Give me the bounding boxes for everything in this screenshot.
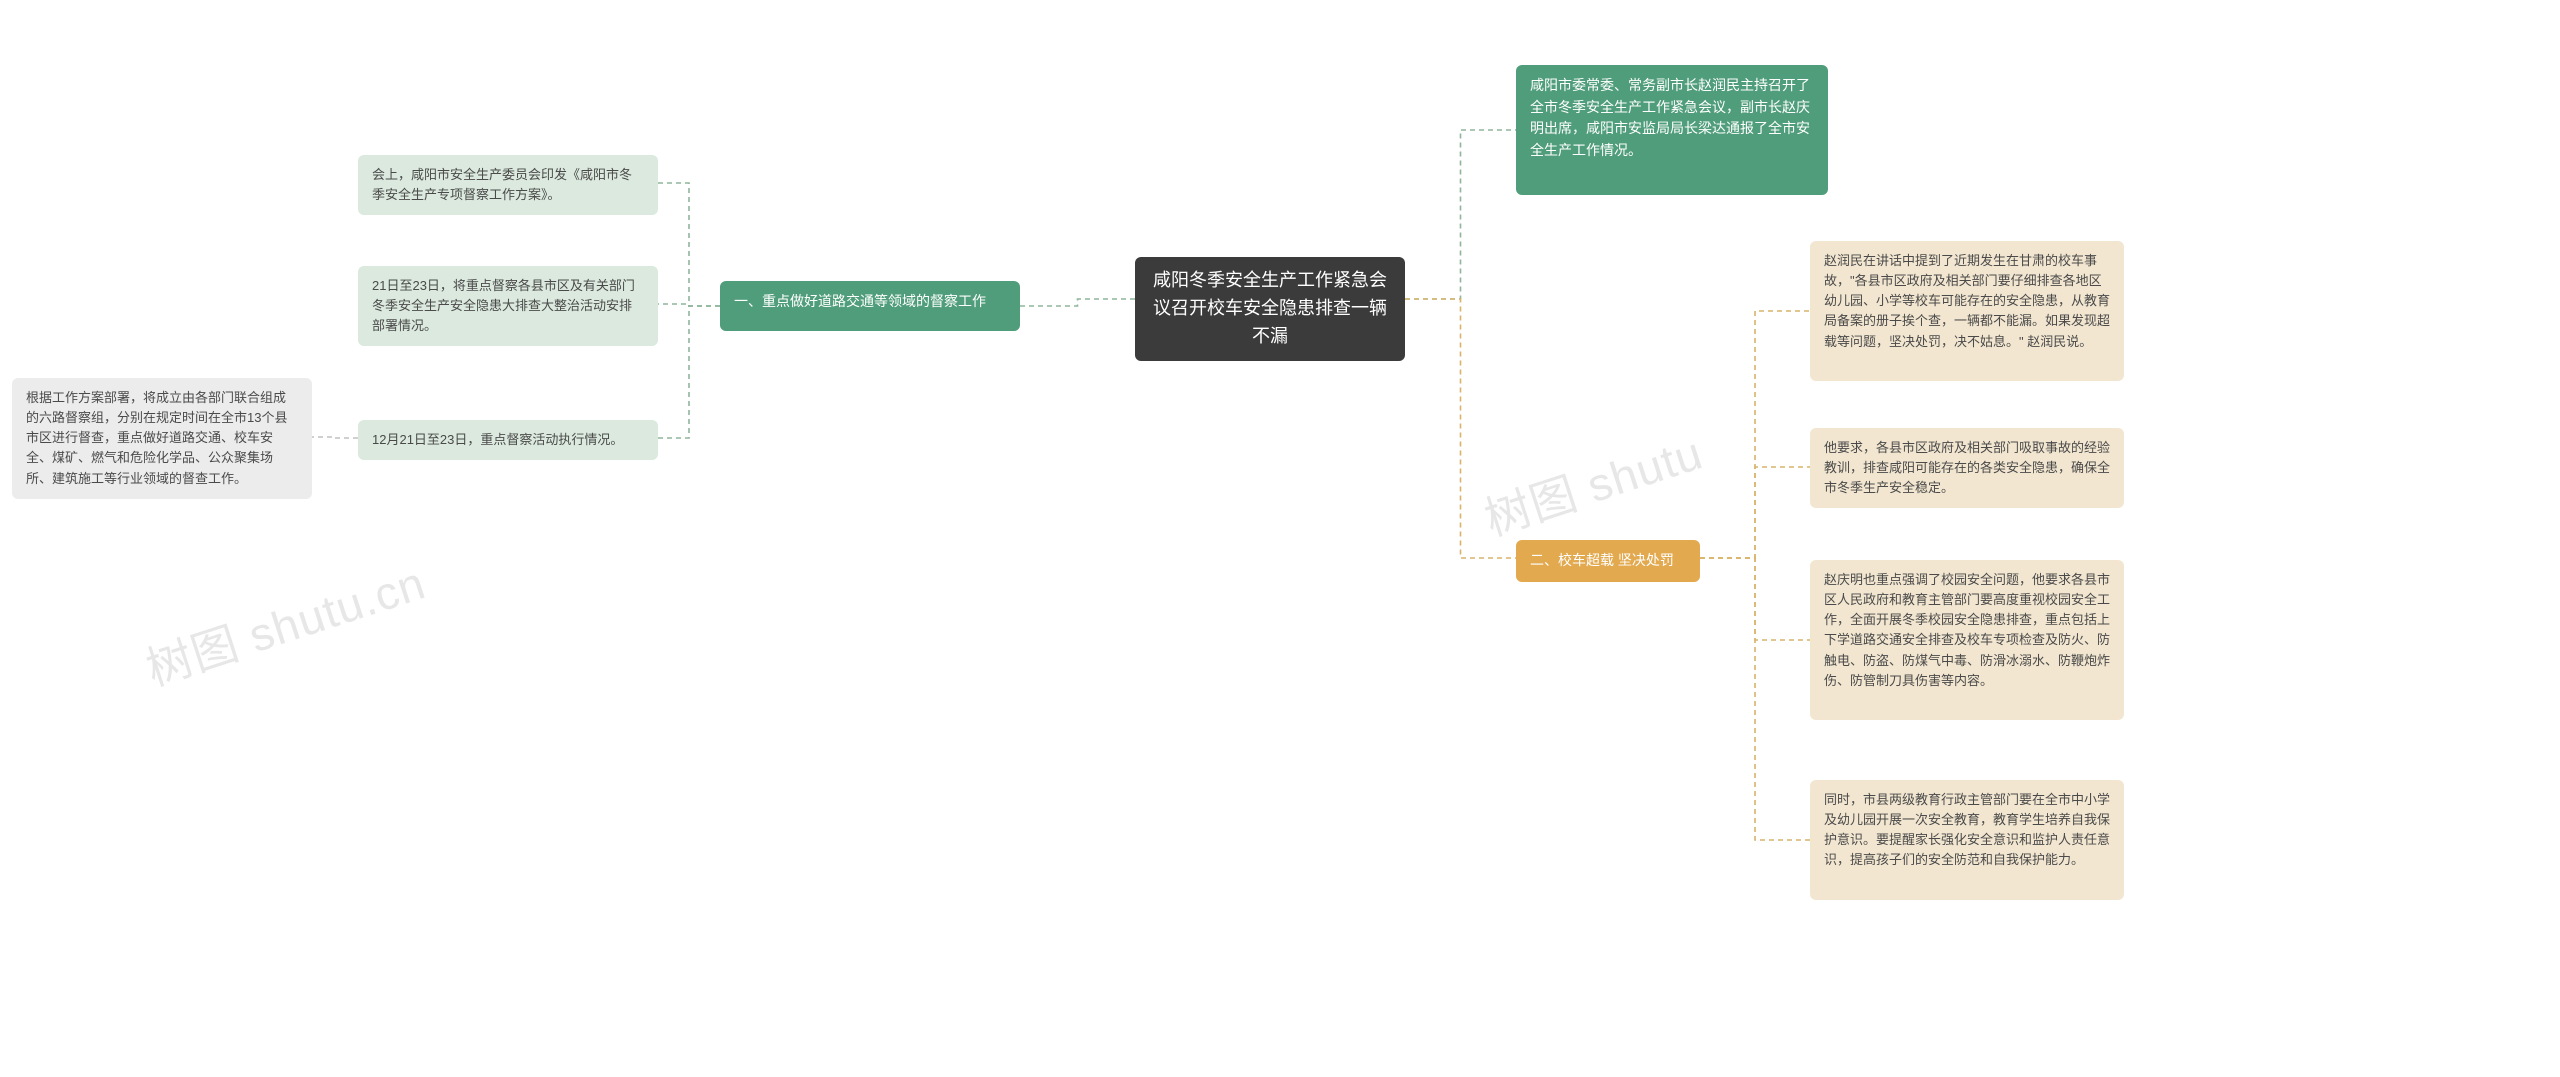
watermark-2: 树图 shutu	[1475, 417, 1710, 549]
node-sec2[interactable]: 二、校车超载 坚决处罚	[1516, 540, 1700, 582]
node-s1c[interactable]: 12月21日至23日，重点督察活动执行情况。	[358, 420, 658, 460]
watermark-1: 树图 shutu.cn	[137, 547, 433, 699]
node-s1c1[interactable]: 根据工作方案部署，将成立由各部门联合组成的六路督察组，分别在规定时间在全市13个…	[12, 378, 312, 499]
node-root[interactable]: 咸阳冬季安全生产工作紧急会议召开校车安全隐患排查一辆不漏	[1135, 257, 1405, 361]
node-s2c[interactable]: 赵庆明也重点强调了校园安全问题，他要求各县市区人民政府和教育主管部门要高度重视校…	[1810, 560, 2124, 720]
node-s1b[interactable]: 21日至23日，将重点督察各县市区及有关部门冬季安全生产安全隐患大排查大整治活动…	[358, 266, 658, 346]
node-s2a[interactable]: 赵润民在讲话中提到了近期发生在甘肃的校车事故，"各县市区政府及相关部门要仔细排查…	[1810, 241, 2124, 381]
node-s2b[interactable]: 他要求，各县市区政府及相关部门吸取事故的经验教训，排查咸阳可能存在的各类安全隐患…	[1810, 428, 2124, 508]
node-s1a[interactable]: 会上，咸阳市安全生产委员会印发《咸阳市冬季安全生产专项督察工作方案》。	[358, 155, 658, 215]
node-sec1[interactable]: 一、重点做好道路交通等领域的督察工作	[720, 281, 1020, 331]
node-intro[interactable]: 咸阳市委常委、常务副市长赵润民主持召开了全市冬季安全生产工作紧急会议，副市长赵庆…	[1516, 65, 1828, 195]
node-s2d[interactable]: 同时，市县两级教育行政主管部门要在全市中小学及幼儿园开展一次安全教育，教育学生培…	[1810, 780, 2124, 900]
